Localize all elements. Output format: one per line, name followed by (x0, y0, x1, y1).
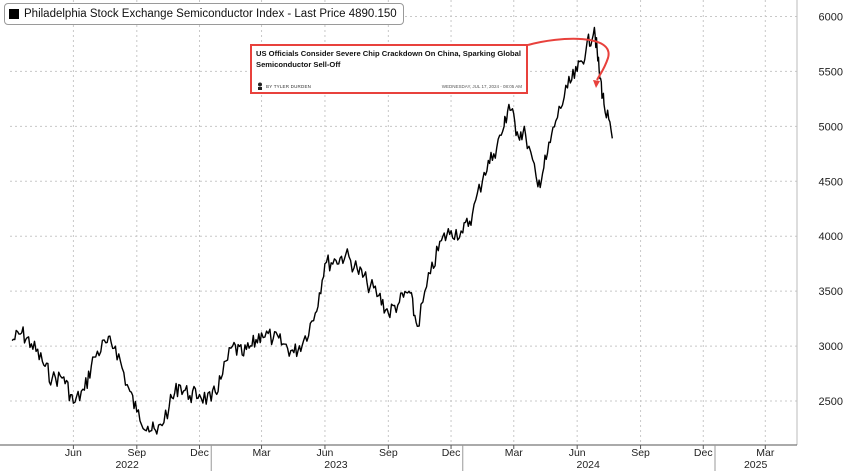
annotation-headline: US Officials Consider Severe Chip Crackd… (256, 49, 521, 69)
x-tick-label: Jun (316, 447, 333, 459)
x-tick-label: Dec (694, 447, 713, 459)
x-tick-label: Sep (631, 447, 650, 459)
y-tick-label: 5000 (819, 121, 843, 133)
y-tick-label: 3500 (819, 286, 843, 298)
year-label: 2023 (324, 459, 348, 471)
chart-legend: Philadelphia Stock Exchange Semiconducto… (4, 3, 404, 25)
annotation-date: WEDNESDAY, JUL 17, 2024 - 08:05 AM (441, 84, 522, 89)
year-label: 2025 (744, 459, 768, 471)
y-tick-label: 5500 (819, 66, 843, 78)
x-tick-label: Dec (442, 447, 461, 459)
y-axis: 2500 3000 3500 4000 4500 5000 5500 6000 (796, 0, 843, 445)
x-tick-label: Sep (127, 447, 146, 459)
y-tick-label: 6000 (819, 11, 843, 23)
x-tick-label: Dec (190, 447, 209, 459)
x-tick-label: Mar (756, 447, 775, 459)
x-tick-label: Jun (569, 447, 586, 459)
legend-label: Philadelphia Stock Exchange Semiconducto… (24, 8, 397, 20)
x-tick-label: Jun (65, 447, 82, 459)
x-tick-label: Mar (505, 447, 524, 459)
annotation-arrowhead (593, 80, 600, 88)
series-line-sox (11, 26, 613, 435)
annotation-arrow (527, 37, 610, 81)
y-tick-label: 4000 (819, 231, 843, 243)
annotation-author: BY TYLER DURDEN (266, 84, 312, 89)
author-avatar-icon (258, 82, 262, 90)
y-tick-label: 3000 (819, 341, 843, 353)
y-tick-label: 2500 (819, 396, 843, 408)
x-axis: Jun Sep Dec Mar Jun Sep Dec Mar Jun Sep Dec Mar 2022… (0, 444, 797, 471)
year-label: 2022 (115, 459, 139, 471)
y-tick-label: 4500 (819, 176, 843, 188)
news-annotation: US Officials Consider Severe Chip Crackd… (250, 44, 528, 94)
year-label: 2024 (577, 459, 601, 471)
chart-gridlines (10, 0, 797, 445)
x-tick-label: Sep (379, 447, 398, 459)
legend-swatch (9, 9, 19, 19)
x-tick-label: Mar (252, 447, 271, 459)
